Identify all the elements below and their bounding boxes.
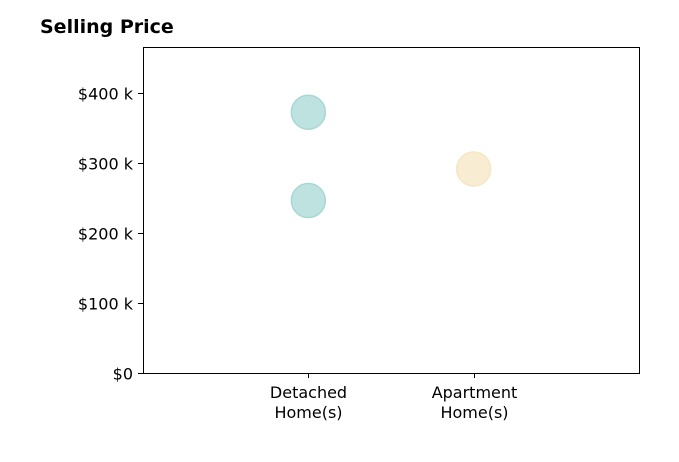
points-layer xyxy=(290,94,492,219)
plot-frame xyxy=(143,47,640,374)
y-tick-label: $0 xyxy=(113,365,133,384)
data-point xyxy=(455,151,492,187)
data-point xyxy=(290,182,327,219)
y-tick-label: $400 k xyxy=(78,85,134,104)
data-point xyxy=(290,94,327,130)
x-tick-label: Detached Home(s) xyxy=(270,383,347,422)
x-tick-label: Apartment Home(s) xyxy=(432,383,518,422)
y-axis: $0 $100 k $200 k $300 k $400 k xyxy=(78,85,143,384)
chart-title: Selling Price xyxy=(40,16,174,38)
y-tick-label: $100 k xyxy=(78,295,134,314)
y-tick-label: $300 k xyxy=(78,155,134,174)
y-tick-label: $200 k xyxy=(78,225,134,244)
x-axis: Detached Home(s) Apartment Home(s) xyxy=(270,373,517,422)
